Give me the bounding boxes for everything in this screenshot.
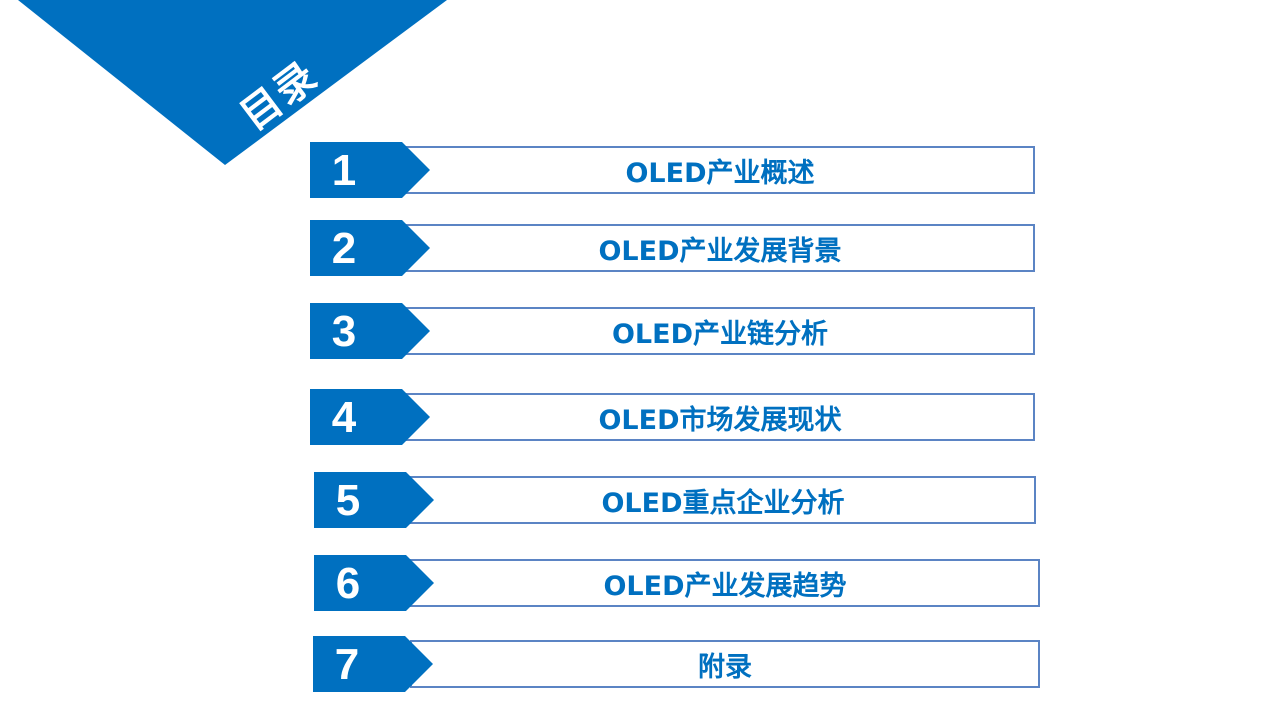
page-title: 目录 (232, 52, 327, 140)
number-tab (310, 142, 430, 198)
toc-item-number: 2 (331, 224, 357, 273)
toc-item-label: 附录 (410, 640, 1040, 688)
toc-item-6[interactable]: OLED产业发展趋势 6 (314, 555, 1044, 611)
toc-item-label: OLED产业发展趋势 (410, 559, 1040, 607)
toc-item-number: 6 (335, 559, 361, 608)
number-tab (310, 389, 430, 445)
number-tab (310, 303, 430, 359)
toc-item-2[interactable]: OLED产业发展背景 2 (310, 220, 1040, 276)
number-tab (314, 472, 434, 528)
toc-item-number: 5 (335, 476, 361, 525)
toc-item-label: OLED市场发展现状 (405, 393, 1035, 441)
toc-item-label: OLED产业链分析 (405, 307, 1035, 355)
number-tab (313, 636, 433, 692)
toc-item-label: OLED产业发展背景 (405, 224, 1035, 272)
toc-item-number: 4 (331, 393, 357, 442)
toc-item-4[interactable]: OLED市场发展现状 4 (310, 389, 1040, 445)
toc-item-number: 7 (334, 640, 360, 689)
toc-item-7[interactable]: 附录 7 (313, 636, 1043, 692)
toc-item-5[interactable]: OLED重点企业分析 5 (314, 472, 1044, 528)
toc-item-label: OLED重点企业分析 (410, 476, 1036, 524)
toc-item-number: 1 (331, 146, 357, 195)
toc-item-label: OLED产业概述 (405, 146, 1035, 194)
toc-item-1[interactable]: OLED产业概述 1 (310, 142, 1040, 198)
toc-item-number: 3 (331, 307, 357, 356)
number-tab (310, 220, 430, 276)
number-tab (314, 555, 434, 611)
toc-item-3[interactable]: OLED产业链分析 3 (310, 303, 1040, 359)
